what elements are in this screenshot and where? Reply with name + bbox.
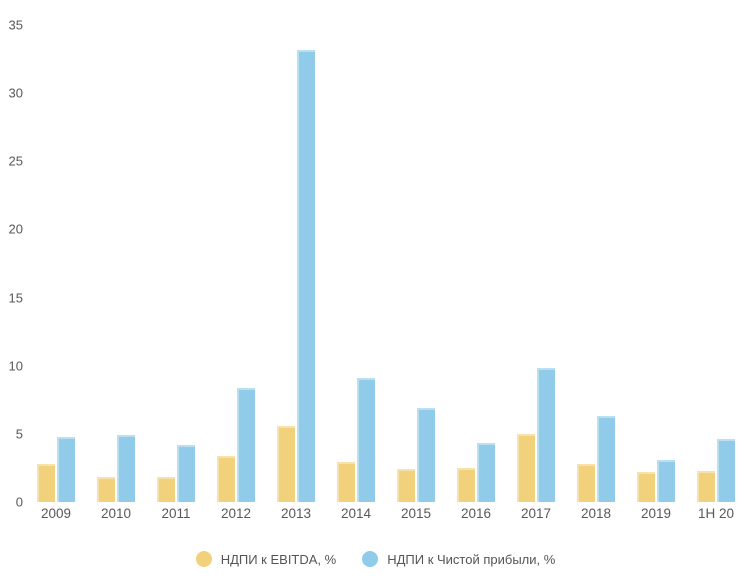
bar-group [26, 25, 86, 502]
y-axis-tick-label: 35 [8, 17, 23, 33]
bar-group [86, 25, 146, 502]
legend-item[interactable]: НДПИ к EBITDA, % [195, 551, 337, 567]
bar[interactable] [717, 439, 735, 502]
x-axis-label: 2011 [161, 506, 191, 521]
x-axis-label: 2013 [280, 506, 312, 521]
bar[interactable] [397, 469, 415, 502]
x-axis-label: 2012 [220, 506, 252, 521]
bar[interactable] [657, 459, 675, 502]
legend-label: НДПИ к Чистой прибыли, % [387, 551, 556, 567]
bar[interactable] [597, 416, 615, 502]
bar-group [626, 25, 686, 502]
x-axis-label: 2015 [400, 506, 432, 521]
x-axis-label: 2009 [40, 506, 72, 521]
bar-group [566, 25, 626, 502]
bar[interactable] [117, 435, 135, 502]
bar-group [146, 25, 206, 502]
bar-group [266, 25, 326, 502]
y-axis-tick-label: 25 [8, 153, 23, 169]
x-axis: 2009 2010 2011 2012 2013 2014 2015 2016 2017 2018… [26, 506, 746, 521]
y-axis-tick-label: 10 [8, 358, 23, 374]
bar[interactable] [697, 470, 715, 502]
legend-marker-icon [195, 551, 212, 567]
bar[interactable] [37, 463, 55, 502]
x-axis-label: 2014 [340, 506, 372, 521]
bar[interactable] [477, 443, 495, 502]
y-axis-tick-label: 15 [8, 290, 23, 306]
bar[interactable] [417, 407, 435, 502]
y-axis-tick-label: 30 [8, 85, 23, 101]
y-axis-tick-label: 0 [15, 494, 23, 510]
bar[interactable] [217, 455, 235, 502]
x-axis-label: 2010 [100, 506, 132, 521]
bar-group [446, 25, 506, 502]
y-axis: 0 5 10 15 20 25 30 35 [0, 19, 23, 509]
legend-item[interactable]: НДПИ к Чистой прибыли, % [362, 551, 555, 567]
bar[interactable] [237, 387, 255, 502]
bar[interactable] [517, 433, 535, 502]
y-axis-tick-label: 20 [8, 221, 23, 237]
y-axis-tick-label: 5 [15, 426, 23, 442]
bar-group [506, 25, 566, 502]
bar[interactable] [277, 425, 295, 502]
bar[interactable] [97, 477, 115, 502]
bar[interactable] [177, 444, 195, 502]
x-axis-label: 2016 [460, 506, 492, 521]
bar[interactable] [577, 463, 595, 502]
bar[interactable] [157, 477, 175, 502]
bar[interactable] [637, 472, 655, 502]
bar-group [686, 25, 746, 502]
legend: НДПИ к EBITDA, % НДПИ к Чистой прибыли, % [0, 551, 751, 567]
legend-label: НДПИ к EBITDA, % [220, 551, 337, 567]
bar[interactable] [297, 49, 315, 502]
x-axis-label: 2019 [640, 506, 672, 521]
bar[interactable] [57, 436, 75, 502]
bar[interactable] [537, 368, 555, 502]
bar-group [206, 25, 266, 502]
legend-marker-icon [362, 551, 379, 567]
bar-group [326, 25, 386, 502]
bar[interactable] [457, 467, 475, 502]
x-axis-label: 2018 [580, 506, 612, 521]
bar[interactable] [357, 377, 375, 502]
bar[interactable] [337, 462, 355, 502]
plot-area [26, 25, 746, 502]
x-axis-label: 1H 20 [697, 506, 735, 521]
bar-group [386, 25, 446, 502]
x-axis-label: 2017 [520, 506, 552, 521]
